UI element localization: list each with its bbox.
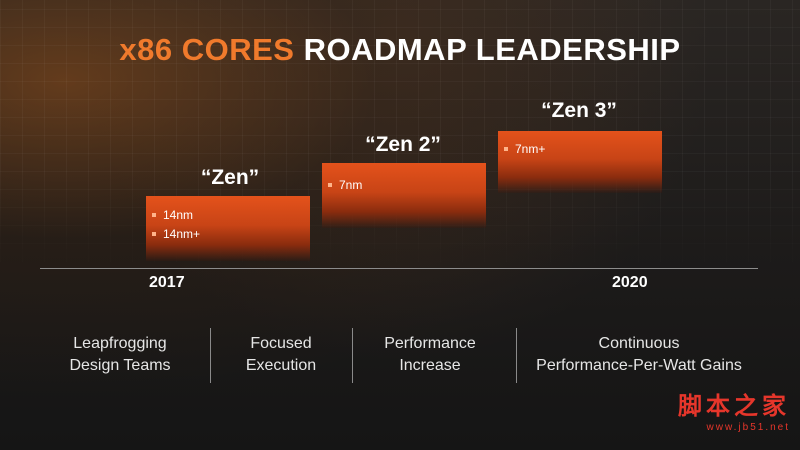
timeline-line [40,268,758,269]
description-4-line2: Performance-Per-Watt Gains [536,357,742,374]
description-4-line1: Continuous [598,335,680,352]
gen-zen-item-text: 14nm+ [163,227,201,241]
gen-zen2-label: “Zen 2” [365,133,441,156]
description-4: Continuous Performance-Per-Watt Gains [520,333,758,377]
description-3-line1: Performance [384,335,476,352]
gen-zen-item: 14nm+ [146,225,310,244]
description-2-line1: Focused [250,335,312,352]
gen-zen-label: “Zen” [200,166,260,189]
bullet-icon [504,147,508,151]
watermark: 脚本之家 www.jb51.net [678,393,790,435]
bullet-icon [152,213,156,217]
slide-title: x86 CORES ROADMAP LEADERSHIP [0,32,800,68]
bullet-icon [152,232,156,236]
watermark-chinese: 脚本之家 [678,393,790,420]
background-die-pattern [0,0,800,280]
description-1-line2: Design Teams [69,357,171,374]
divider [210,328,211,383]
description-2: Focused Execution [213,333,349,377]
watermark-url: www.jb51.net [706,422,790,433]
gen-zen-item-text: 14nm [163,208,194,222]
description-1: Leapfrogging Design Teams [40,333,200,377]
year-start: 2017 [149,274,185,291]
description-3: Performance Increase [355,333,505,377]
bullet-icon [328,183,332,187]
gen-zen-box: 14nm 14nm+ [146,196,310,261]
year-end: 2020 [612,274,648,291]
gen-zen3-item: 7nm+ [498,140,662,159]
description-1-line1: Leapfrogging [73,335,167,352]
description-2-line2: Execution [245,357,317,374]
title-rest: ROADMAP LEADERSHIP [303,32,681,67]
description-3-line2: Increase [399,357,461,374]
gen-zen3-item-text: 7nm+ [515,142,546,156]
gen-zen2-item-text: 7nm [339,178,363,192]
divider [516,328,517,383]
gen-zen3-box: 7nm+ [498,131,662,193]
title-accent: x86 CORES [119,32,295,67]
gen-zen2-item: 7nm [322,176,486,195]
gen-zen3-label: “Zen 3” [541,99,617,122]
gen-zen2-box: 7nm [322,163,486,228]
gen-zen-item: 14nm [146,206,310,225]
divider [352,328,353,383]
